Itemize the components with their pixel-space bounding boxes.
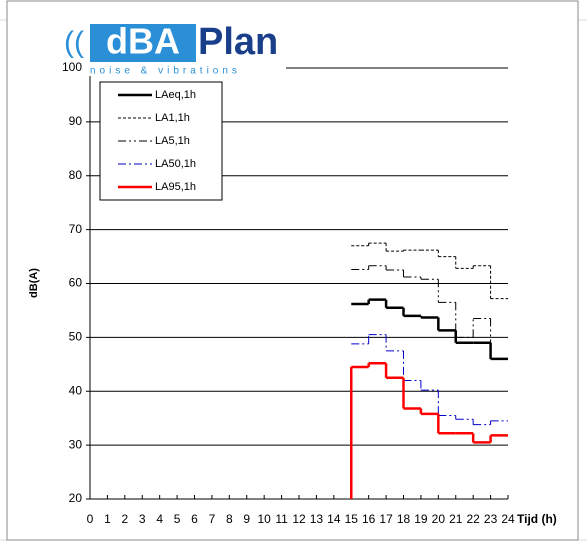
- x-tick-label: 19: [414, 512, 428, 526]
- x-tick-label: 12: [292, 512, 306, 526]
- x-tick-label: 11: [275, 512, 288, 526]
- x-tick-label: 5: [174, 512, 181, 526]
- x-tick-label: 4: [156, 512, 163, 526]
- chart-frame: [6, 0, 579, 541]
- y-tick-label: 50: [69, 330, 83, 344]
- x-tick-label: 6: [191, 512, 198, 526]
- x-tick-label: 15: [345, 512, 359, 526]
- logo-brand-a: dBA: [106, 21, 180, 62]
- x-tick-label: 22: [466, 512, 480, 526]
- x-axis-label: Tijd (h): [517, 512, 557, 526]
- x-tick-label: 9: [243, 512, 250, 526]
- x-tick-label: 13: [310, 512, 324, 526]
- logo-box: [90, 24, 196, 62]
- logo-brand-b: Plan: [198, 21, 278, 63]
- logo: (( dBA Plan noise & vibrations: [64, 21, 286, 77]
- logo-tagline-bg: [86, 64, 286, 76]
- legend-label: LA50,1h: [155, 158, 196, 170]
- x-tick-label: 17: [379, 512, 393, 526]
- logo-waves: ((: [64, 26, 84, 59]
- x-tick-label: 23: [484, 512, 498, 526]
- y-tick-label: 30: [69, 437, 83, 451]
- x-tick-label: 20: [432, 512, 446, 526]
- legend-label: LA1,1h: [155, 112, 190, 124]
- legend-label: LAeq,1h: [155, 89, 196, 101]
- y-tick-label: 70: [69, 222, 83, 236]
- y-tick-label: 80: [69, 168, 83, 182]
- legend: LAeq,1h LA1,1h LA5,1h LA50,1h LA95,1h: [99, 81, 223, 201]
- x-tick-label: 8: [226, 512, 233, 526]
- x-tick-label: 0: [87, 512, 94, 526]
- x-tick-label: 16: [362, 512, 376, 526]
- x-tick-label: 21: [449, 512, 463, 526]
- y-axis-label: dB(A): [28, 268, 40, 298]
- legend-label: LA5,1h: [155, 135, 190, 147]
- y-tick-label: 90: [69, 114, 83, 128]
- y-tick-label: 40: [69, 383, 83, 397]
- y-tick-label: 20: [69, 491, 83, 505]
- x-tick-label: 3: [139, 512, 146, 526]
- x-tick-label: 10: [257, 512, 271, 526]
- x-tick-label: 2: [121, 512, 128, 526]
- y-tick-label: 60: [69, 276, 83, 290]
- logo-tagline: noise & vibrations: [90, 66, 241, 77]
- legend-label: LA95,1h: [155, 181, 196, 193]
- x-tick-label: 1: [104, 512, 111, 526]
- x-tick-label: 18: [397, 512, 411, 526]
- x-tick-label: 14: [327, 512, 341, 526]
- x-tick-label: 7: [209, 512, 216, 526]
- x-tick-label: 24: [501, 512, 515, 526]
- y-tick-label: 100: [62, 60, 82, 74]
